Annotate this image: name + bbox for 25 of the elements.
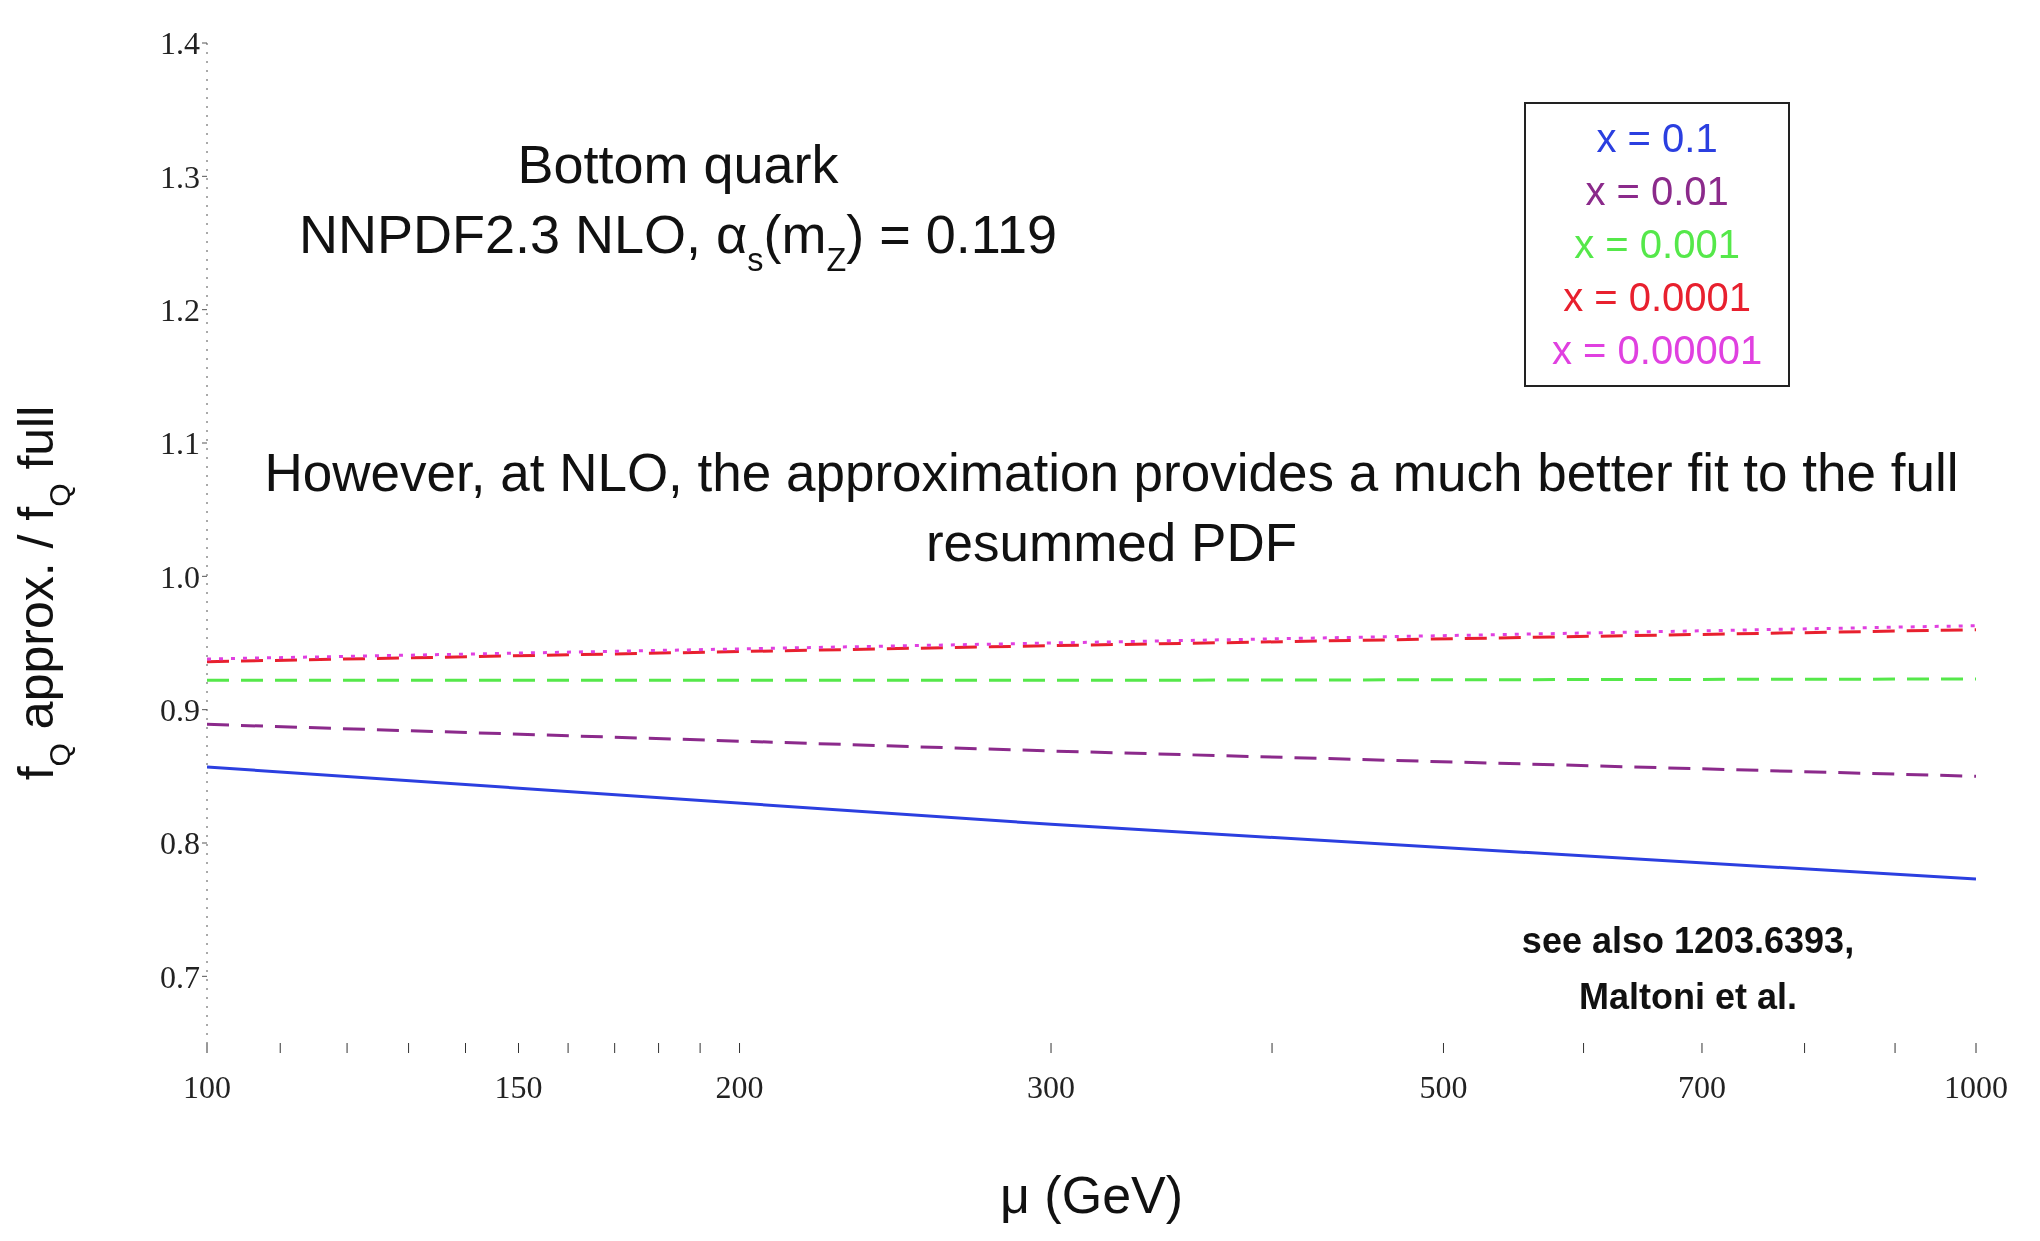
text: Bottom quark [517,134,840,194]
y-tick-label: 1.2 [160,292,200,329]
y-tick-label: 0.9 [160,692,200,729]
y-tick-label: 1.0 [160,558,200,595]
x-tick-label: 1000 [1944,1068,2008,1105]
y-tick-label: 0.7 [160,958,200,995]
annotation: see also 1203.6393, Maltoni et al. [1520,919,1856,1019]
y-tick-label: 1.4 [160,25,200,62]
x-axis-title: μ (GeV) [999,1166,1184,1224]
text: x = 0.0001 [1562,274,1753,321]
x-tick-label: 200 [715,1068,764,1105]
y-tick-label: 1.1 [160,425,200,462]
y-tick-label: 1.3 [160,158,200,195]
text: x = 0.1 [1595,115,1719,162]
text: x = 0.01 [1584,168,1730,215]
x-tick-label: 100 [183,1068,231,1105]
x-tick-label: 150 [494,1068,543,1105]
annotation: However, at NLO, the approximation provides a much better fit to the full resummed PDF [263,442,1960,574]
text: NNPDF2.3 NLO, α$_{s}$(m$_{Z}$) = 0.119 [299,204,1057,278]
x-tick-label: 300 [1027,1068,1076,1105]
text: x = 0.001 [1573,221,1741,268]
x-tick-label: 700 [1677,1068,1726,1105]
text: x = 0.00001 [1552,327,1763,374]
y-tick-label: 0.8 [160,825,200,862]
x-tick-label: 500 [1419,1068,1468,1105]
